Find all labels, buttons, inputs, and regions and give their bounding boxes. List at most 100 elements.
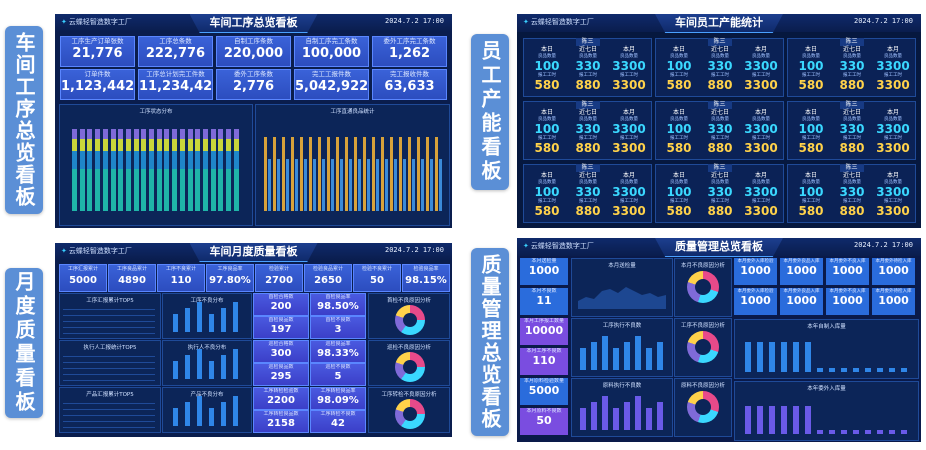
bar-segment — [202, 129, 208, 139]
good-value: 100 — [798, 122, 824, 136]
bar-segment — [95, 151, 101, 169]
bar-blue — [384, 159, 388, 211]
stat-column: 本日 良品数量 100 报工工时 580 — [792, 109, 830, 155]
chart-title: 本月送检量 — [608, 263, 636, 269]
hours-label: 报工工时 — [620, 73, 638, 78]
bar-segment — [125, 151, 131, 169]
good-value: 3300 — [612, 185, 646, 199]
chart-bar — [635, 336, 641, 370]
kpi-label: 工序总计划完工件数 — [146, 70, 205, 78]
chart-bar — [781, 342, 787, 372]
panel-header: ✦ 云蝶轻智造数字工厂 车间员工产能统计 2024.7.2 17:00 — [517, 14, 921, 33]
left-kpi: 本月原料不良数 50 — [520, 408, 568, 435]
hours-label: 报工工时 — [802, 199, 820, 204]
hours-label: 报工工时 — [802, 73, 820, 78]
quality-metric: 首检不良数 3 — [310, 316, 366, 339]
bar-gold — [363, 137, 366, 211]
hours-label: 报工工时 — [752, 199, 770, 204]
kpi-label: 本月委外良品入库 — [783, 289, 820, 294]
metric-value: 5 — [334, 371, 342, 382]
good-value: 3300 — [744, 59, 778, 73]
bar-segment — [79, 151, 85, 169]
hours-value: 3300 — [744, 141, 778, 155]
quality-metric: 巡检不良数 5 — [310, 363, 366, 386]
bar-blue — [267, 159, 271, 211]
chart-bar — [793, 342, 799, 372]
label-workshop-process: 车间工序总览看板 — [5, 26, 43, 214]
kpi-value: 5000 — [528, 384, 560, 397]
hours-value: 3300 — [876, 141, 910, 155]
bar-segment — [156, 129, 162, 139]
left-kpi: 本月工序不良数 110 — [520, 348, 568, 375]
kpi-card: 工序良品累计 4890 — [108, 264, 156, 292]
bar-chart: 工序执行不良数 — [571, 318, 673, 377]
quality-metric: 工序转检不良数 42 — [310, 410, 366, 433]
bar-segment — [102, 169, 108, 211]
good-value: 3300 — [744, 185, 778, 199]
bar-segment — [202, 139, 208, 151]
bar-segment — [102, 139, 108, 151]
bar-segment — [226, 139, 231, 151]
kpi-value: 63,633 — [384, 79, 435, 94]
hours-label: 报工工时 — [802, 136, 820, 141]
table-row-line — [63, 357, 155, 363]
bar-segment — [210, 129, 216, 139]
chart-area — [745, 394, 910, 434]
left-kpi: 本月送检量 1000 — [520, 258, 568, 285]
line-series — [578, 287, 666, 309]
stat-column: 本月 良品数量 3300 报工工时 3300 — [742, 46, 780, 92]
bar-segment — [118, 151, 124, 169]
bar-blue — [348, 159, 352, 211]
column-head: 本月 — [754, 172, 767, 179]
kpi-card: 完工工报件数 5,042,922 — [294, 69, 369, 100]
kpi-value: 1000 — [878, 294, 909, 307]
hours-value: 3300 — [612, 204, 646, 218]
quality-metric: 工序转检检验数 2200 — [253, 387, 309, 410]
kpi-card: 委外工序条数 2,776 — [216, 69, 291, 100]
kpi-value: 10000 — [524, 324, 564, 337]
metric-value: 2200 — [267, 395, 295, 406]
metric-value: 2158 — [267, 418, 295, 429]
good-value: 100 — [534, 185, 560, 199]
bar-segment — [102, 129, 108, 139]
stat-column: 本月 良品数量 3300 报工工时 3300 — [742, 109, 780, 155]
table-row-line — [63, 310, 155, 316]
kpi-card: 完工报收件数 63,633 — [372, 69, 447, 100]
shift-name: 陈三 — [707, 101, 732, 109]
bar-segment — [72, 129, 77, 139]
good-label: 良品数量 — [670, 54, 688, 59]
metric-value: 300 — [270, 348, 292, 359]
chart-bar — [829, 430, 835, 434]
column-head: 本月 — [886, 109, 899, 116]
good-value: 100 — [666, 59, 692, 73]
kpi-value: 5,042,922 — [295, 79, 369, 94]
bar-segment — [172, 169, 178, 211]
stat-column: 近七日 良品数量 330 报工工时 880 — [833, 46, 871, 92]
good-value: 330 — [839, 185, 865, 199]
bar-segment — [149, 129, 154, 139]
chart-title: 工序不良原因分析 — [680, 323, 725, 329]
table-row-line — [63, 404, 155, 410]
yearly-bar-chart: 本年自制入库量 — [734, 319, 919, 379]
kpi-value: 1000 — [740, 264, 771, 277]
panel-title: 质量管理总览看板 — [655, 238, 783, 257]
table-rows — [63, 304, 155, 334]
hours-value: 880 — [707, 141, 733, 155]
logo-icon: ✦ — [523, 242, 529, 250]
kpi-value: 1000 — [832, 294, 863, 307]
chart-bar — [613, 348, 619, 370]
hours-label: 报工工时 — [538, 199, 556, 204]
metric-label: 巡检不良数 — [325, 364, 351, 370]
panel-header: ✦ 云蝶轻智造数字工厂 车间月度质量看板 2024.7.2 17:00 — [55, 243, 452, 262]
metric-value: 98.50% — [317, 301, 359, 312]
good-value: 3300 — [876, 59, 910, 73]
hours-label: 报工工时 — [843, 136, 861, 141]
chart-bar — [185, 355, 190, 379]
hours-value: 580 — [666, 141, 692, 155]
column-head: 本月 — [754, 109, 767, 116]
kpi-card: 检验累计 2700 — [255, 264, 303, 292]
bar-segment — [233, 169, 239, 211]
chart-bar — [580, 408, 586, 430]
shift-name: 陈三 — [839, 101, 864, 109]
bar-segment — [110, 169, 116, 211]
